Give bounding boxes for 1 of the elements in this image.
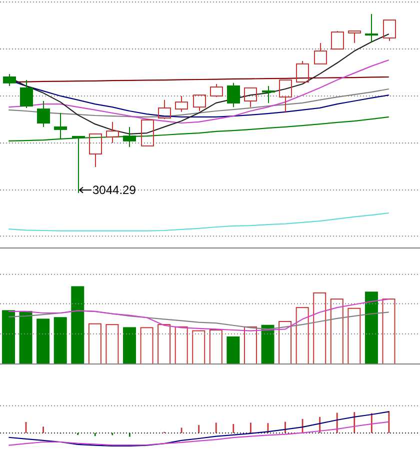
annotation: 3044.29 <box>92 183 136 198</box>
